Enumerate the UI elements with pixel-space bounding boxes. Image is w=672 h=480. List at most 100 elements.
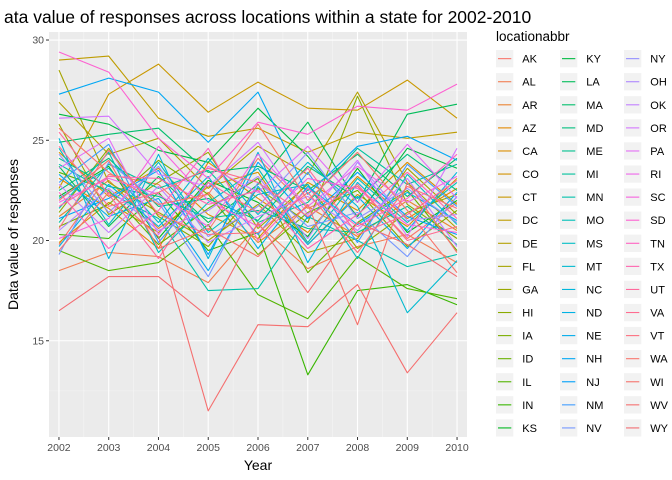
- x-tick-label: 2005: [197, 442, 221, 454]
- legend-label: IN: [522, 400, 533, 412]
- series-line-ok: [58, 177, 458, 247]
- series-line-nh: [58, 77, 458, 195]
- legend-label: CT: [522, 192, 537, 204]
- legend-label: NH: [586, 354, 602, 366]
- legend-label: RI: [650, 169, 661, 181]
- legend-item-ms: MS: [560, 234, 603, 252]
- legend-label: HI: [522, 308, 533, 320]
- legend-item-nd: ND: [560, 303, 602, 322]
- legend-item-or: OR: [624, 119, 667, 137]
- legend-label: CO: [522, 169, 539, 181]
- x-tick-label: 2002: [47, 442, 71, 454]
- legend-label: WV: [650, 400, 668, 412]
- legend-label: MT: [586, 261, 602, 273]
- series-line-la: [58, 103, 458, 228]
- x-axis-label: Year: [244, 457, 273, 473]
- legend-label: AL: [522, 77, 535, 89]
- x-tick-label: 2010: [445, 442, 469, 454]
- legend-item-wy: WY: [624, 419, 669, 437]
- legend-item-ct: CT: [496, 188, 537, 206]
- series-line-al: [58, 223, 458, 284]
- series-line-ma: [58, 127, 458, 197]
- legend-item-mn: MN: [560, 188, 603, 206]
- legend-label: NM: [586, 400, 603, 412]
- legend-item-la: LA: [560, 73, 600, 91]
- legend-label: OH: [650, 77, 667, 89]
- legend-item-md: MD: [560, 119, 603, 137]
- legend-item-ky: KY: [560, 50, 602, 68]
- legend-label: ME: [586, 146, 603, 158]
- legend-item-ri: RI: [624, 165, 661, 183]
- y-axis-label: Data value of responses: [5, 159, 21, 310]
- legend-item-mt: MT: [560, 257, 602, 276]
- chart-title: ata value of responses across locations …: [4, 7, 532, 27]
- legend-item-mi: MI: [560, 165, 599, 183]
- legend-label: AZ: [522, 123, 536, 135]
- legend-item-va: VA: [624, 303, 665, 322]
- legend-label: KS: [522, 423, 537, 435]
- x-axis-ticks: 2002 2003 2004 2005 2006 2007 2008 2009 2010: [47, 437, 469, 454]
- series-line-wa: [58, 123, 458, 273]
- legend-label: ND: [586, 308, 602, 320]
- x-tick-label: 2006: [246, 442, 270, 454]
- series-line-co: [58, 171, 458, 246]
- legend-label: AR: [522, 100, 537, 112]
- series-line-nd: [58, 175, 458, 250]
- legend-label: GA: [522, 284, 539, 296]
- legend-item-hi: HI: [496, 303, 533, 322]
- legend-item-tx: TX: [624, 257, 665, 276]
- legend-label: ID: [522, 354, 533, 366]
- series-line-va: [58, 145, 458, 242]
- legend-item-tn: TN: [624, 234, 665, 252]
- series-line-wv: [58, 191, 458, 412]
- legend-item-ny: NY: [624, 50, 666, 68]
- legend-label: NC: [586, 284, 602, 296]
- series-line-md: [58, 153, 458, 222]
- series-line-mt: [58, 157, 458, 314]
- legend-label: TX: [650, 261, 665, 273]
- series-line-wy: [58, 221, 458, 318]
- legend-label: MD: [586, 123, 603, 135]
- series-line-dc: [58, 55, 458, 153]
- y-tick-label: 15: [32, 335, 44, 347]
- x-tick-label: 2009: [396, 442, 420, 454]
- series-line-vt: [58, 149, 458, 254]
- legend-item-nm: NM: [560, 396, 603, 414]
- legend-label: CA: [522, 146, 538, 158]
- legend-item-fl: FL: [496, 257, 535, 276]
- series-line-or: [58, 115, 458, 238]
- legend-label: OK: [650, 100, 667, 112]
- series-line-ky: [58, 107, 458, 218]
- legend-label: NV: [586, 423, 602, 435]
- series-line-pa: [58, 137, 458, 236]
- legend-label: MS: [586, 238, 603, 250]
- legend-label: WY: [650, 423, 668, 435]
- series-line-tx: [58, 171, 458, 250]
- x-tick-label: 2003: [97, 442, 121, 454]
- y-axis-ticks: 15 20 25 30: [32, 35, 49, 347]
- legend-item-nh: NH: [560, 350, 602, 368]
- y-tick-label: 30: [32, 35, 44, 47]
- legend-item-pa: PA: [624, 142, 665, 160]
- legend-item-id: ID: [496, 350, 533, 368]
- legend-item-wa: WA: [624, 350, 668, 368]
- legend-item-ia: IA: [496, 326, 533, 345]
- legend-label: DC: [522, 215, 538, 227]
- series-line-az: [58, 161, 458, 250]
- series-line-ny: [58, 151, 458, 238]
- legend-item-wv: WV: [624, 396, 669, 414]
- series-line-mn: [58, 163, 458, 292]
- y-tick-label: 20: [32, 235, 44, 247]
- legend-item-az: AZ: [496, 119, 537, 137]
- legend-label: MI: [586, 169, 598, 181]
- legend-label: VA: [650, 308, 665, 320]
- series-line-oh: [58, 161, 458, 240]
- legend-label: MO: [586, 215, 604, 227]
- series-lines: [58, 51, 458, 412]
- legend-item-ca: CA: [496, 142, 538, 160]
- series-line-sd: [58, 51, 458, 179]
- legend-label: LA: [586, 77, 600, 89]
- series-line-nc: [58, 138, 458, 264]
- legend-item-ne: NE: [560, 326, 602, 345]
